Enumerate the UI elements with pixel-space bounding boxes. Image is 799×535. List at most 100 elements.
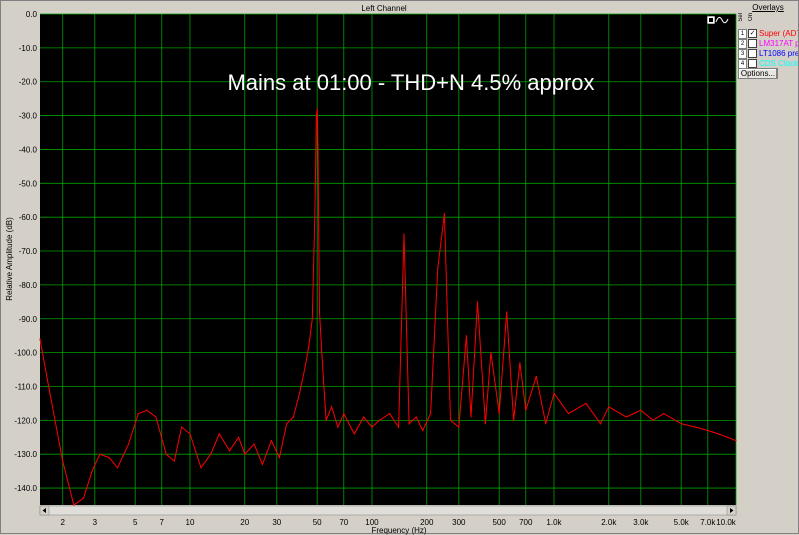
x-tick-label: 7.0k	[700, 518, 716, 527]
y-tick-label: -70.0	[19, 247, 38, 256]
data-point	[353, 433, 355, 435]
data-point	[316, 108, 318, 110]
data-point	[292, 416, 294, 418]
overlay-checkbox[interactable]	[748, 59, 757, 68]
data-point	[735, 440, 737, 442]
overlay-label: LT1086 pre	[759, 49, 798, 58]
y-tick-label: 0.0	[26, 10, 38, 19]
x-tick-label: 200	[420, 518, 434, 527]
overlay-select[interactable]: 2	[738, 39, 747, 49]
data-point	[62, 460, 64, 462]
data-point	[116, 467, 119, 469]
chart-title: Mains at 01:00 - THD+N 4.5% approx	[227, 70, 594, 95]
data-point	[73, 504, 75, 506]
data-point	[458, 426, 460, 428]
data-point	[127, 443, 130, 445]
data-point	[286, 423, 288, 425]
x-tick-label: 10	[186, 518, 195, 527]
data-point	[318, 311, 321, 313]
data-point	[181, 426, 183, 428]
data-point	[337, 426, 339, 428]
overlay-select[interactable]: 1	[738, 29, 747, 39]
data-point	[173, 460, 175, 462]
overlay-checkbox[interactable]	[748, 49, 757, 58]
data-point	[165, 453, 167, 455]
data-point	[545, 423, 547, 425]
data-point	[314, 216, 316, 218]
overlays-title: Overlays	[752, 3, 784, 12]
data-point	[261, 463, 263, 465]
overlay-label: Super (AD7	[759, 29, 798, 38]
data-point	[443, 213, 446, 215]
x-axis-label: Frequency (Hz)	[371, 526, 426, 535]
x-tick-label: 700	[519, 518, 533, 527]
data-point	[449, 419, 452, 421]
overlay-item[interactable]: 3 LT1086 pre	[738, 49, 798, 59]
data-point	[680, 423, 682, 425]
x-tick-label: 300	[452, 518, 466, 527]
data-point	[278, 456, 280, 459]
overlay-label: CDS Clock	[759, 59, 798, 68]
data-point	[82, 497, 85, 499]
y-tick-label: -10.0	[19, 44, 38, 53]
x-tick-label: 50	[313, 518, 322, 527]
overlay-checkbox[interactable]: ✓	[748, 29, 757, 38]
x-tick-label: 100	[365, 518, 379, 527]
overlay-checkbox[interactable]	[748, 39, 757, 48]
overlay-item[interactable]: 2 LM317AT p	[738, 39, 798, 49]
data-point	[640, 409, 642, 411]
overlay-select[interactable]: 3	[738, 49, 747, 59]
data-point	[137, 412, 139, 415]
cursor-icon[interactable]	[706, 15, 716, 25]
horizontal-scrollbar[interactable]	[39, 505, 737, 516]
data-point	[315, 114, 317, 117]
data-point	[39, 338, 41, 340]
waveform-icon[interactable]	[715, 16, 729, 24]
data-point	[363, 416, 365, 418]
data-point	[519, 362, 521, 364]
data-point	[330, 406, 333, 408]
window-title: Left Channel	[361, 4, 407, 13]
y-tick-label: -50.0	[19, 179, 38, 188]
data-point	[91, 470, 93, 472]
data-point	[155, 416, 157, 418]
x-tick-label: 3.0k	[633, 518, 649, 527]
data-point	[253, 443, 255, 445]
data-point	[430, 412, 432, 415]
y-tick-label: -100.0	[14, 349, 37, 358]
data-point	[317, 148, 319, 151]
y-axis-label: Relative Amplitude (dB)	[5, 217, 14, 301]
x-tick-label: 2.0k	[601, 518, 617, 527]
data-point	[652, 419, 654, 421]
data-point	[99, 453, 101, 455]
x-tick-label: 3	[93, 518, 98, 527]
data-point	[378, 419, 381, 421]
data-point	[244, 453, 246, 455]
options-button[interactable]: Options...	[738, 68, 778, 79]
col-sel-header: Sel	[738, 13, 744, 22]
data-point	[599, 423, 602, 425]
data-point	[498, 412, 500, 415]
scroll-right-icon	[730, 508, 734, 513]
x-tick-label: 5.0k	[674, 518, 690, 527]
x-tick-label: 70	[339, 518, 348, 527]
data-point	[585, 402, 587, 405]
data-point	[200, 467, 202, 469]
x-tick-label: 5	[133, 518, 138, 527]
data-point	[470, 416, 472, 418]
x-tick-label: 10.0k	[716, 518, 737, 527]
x-tick-label: 20	[240, 518, 249, 527]
x-tick-label: 500	[493, 518, 507, 527]
data-point	[535, 375, 537, 377]
y-tick-label: -20.0	[19, 78, 38, 87]
overlay-item[interactable]: 1 ✓ Super (AD7	[738, 29, 798, 39]
data-point	[608, 406, 610, 408]
data-point	[506, 311, 508, 313]
data-point	[567, 412, 569, 415]
data-point	[484, 423, 487, 425]
data-point	[490, 352, 492, 354]
overlay-item[interactable]: 4 CDS Clock	[738, 59, 798, 69]
data-point	[49, 392, 51, 394]
